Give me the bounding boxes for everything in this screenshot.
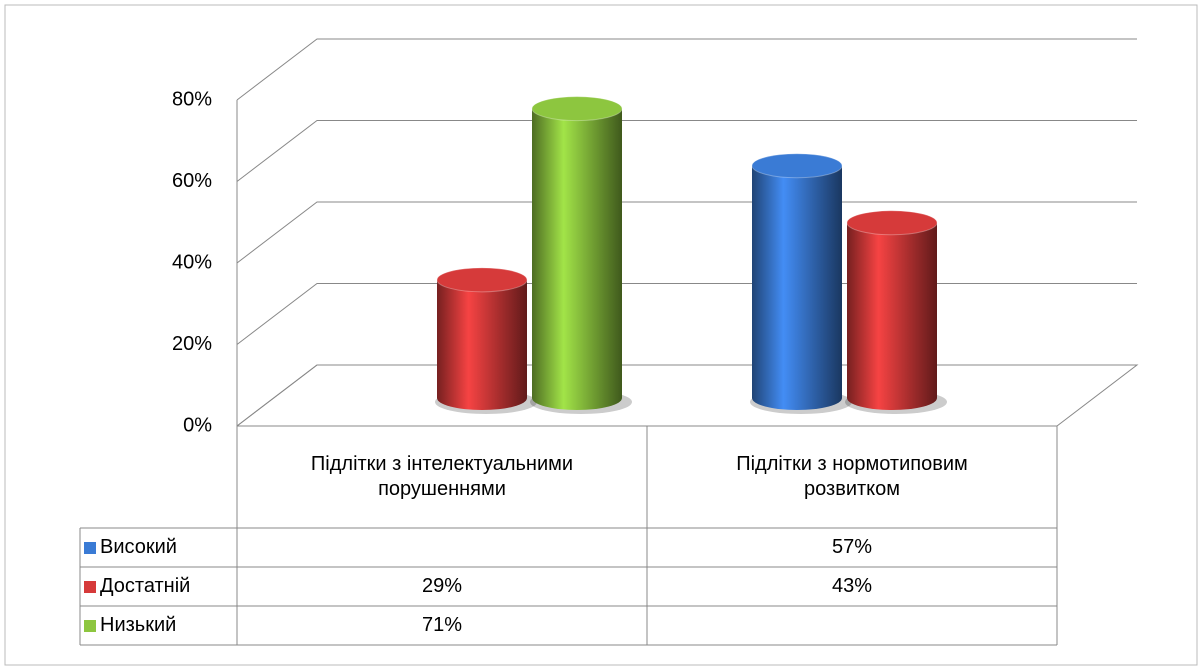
legend-key	[84, 580, 96, 593]
grid-line	[236, 120, 1137, 182]
cell-text: Підлітки з нормотиповим розвитком	[736, 453, 968, 500]
bar-top	[751, 153, 843, 179]
bar	[532, 108, 622, 411]
grid-line	[236, 201, 1137, 264]
y-tick-label: 20%	[172, 333, 212, 355]
y-tick-label: 0%	[183, 414, 212, 436]
grid-line	[236, 38, 1137, 101]
legend-text: Низький	[100, 614, 177, 636]
data-label: 43%	[647, 567, 1057, 606]
bar	[437, 279, 527, 410]
grid-line	[236, 364, 1137, 427]
data-label: 71%	[237, 606, 647, 645]
legend-entry: Високий	[80, 528, 241, 567]
category-label: Підлітки з інтелектуальними порушеннями	[297, 428, 587, 526]
legend-entry: Достатній	[80, 567, 241, 606]
legend-text: Достатній	[100, 575, 191, 597]
bar-top	[846, 210, 938, 236]
cell-text: 71%	[421, 614, 463, 636]
bar-top	[531, 96, 623, 122]
cell-text: Підлітки з інтелектуальними порушеннями	[310, 453, 574, 500]
y-tick-label: 80%	[172, 88, 212, 110]
legend-key	[84, 619, 96, 632]
bar-top	[436, 267, 528, 293]
data-table	[79, 425, 1058, 646]
legend-entry: Низький	[80, 606, 241, 645]
legend-key	[84, 541, 96, 554]
frame	[4, 4, 1198, 666]
bar	[752, 165, 842, 410]
grid-line	[236, 283, 1137, 345]
data-label: 29%	[237, 567, 647, 606]
data-label: 57%	[647, 528, 1057, 567]
category-label: Підлітки з нормотиповим розвитком	[707, 428, 997, 526]
floor	[236, 364, 1139, 427]
y-tick-label: 60%	[172, 170, 212, 192]
bar	[847, 222, 937, 410]
cell-text: 29%	[421, 575, 463, 597]
legend-text: Високий	[100, 536, 177, 558]
y-tick-label: 40%	[172, 251, 212, 273]
cell-text: 57%	[831, 536, 873, 558]
cell-text: 43%	[831, 575, 873, 597]
